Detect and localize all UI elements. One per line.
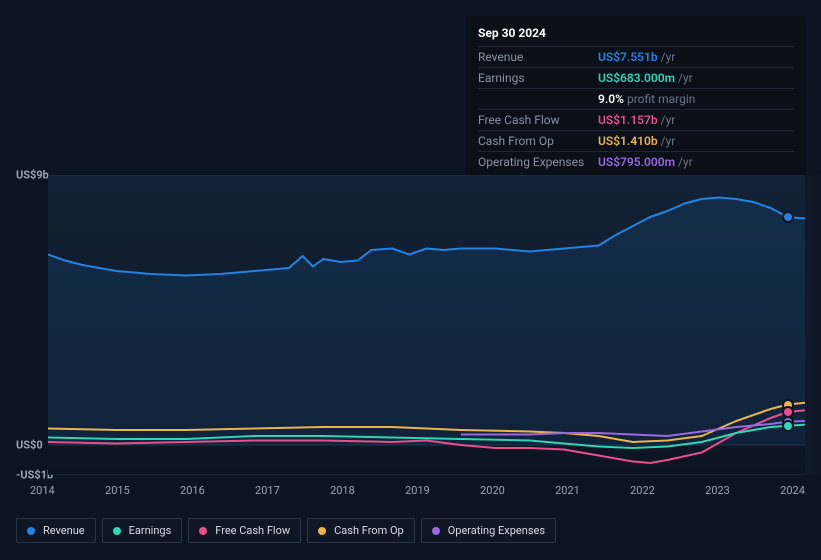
chart-tooltip: Sep 30 2024 RevenueUS$7.551b/yrEarningsU…: [466, 16, 806, 182]
tooltip-row-label: Cash From Op: [478, 133, 598, 149]
tooltip-row-suffix: /yr: [678, 71, 693, 85]
tooltip-row-label: Revenue: [478, 49, 598, 65]
legend-item-revenue[interactable]: Revenue: [16, 518, 96, 543]
tooltip-row: 9.0%profit margin: [478, 88, 794, 109]
tooltip-row-label: [478, 91, 598, 107]
marker-earnings: [782, 420, 794, 432]
x-tick-label: 2014: [30, 484, 55, 497]
tooltip-row-suffix: /yr: [661, 134, 676, 148]
x-axis: 2014 2015 2016 2017 2018 2019 2020 2021 2022 2023…: [30, 484, 805, 497]
x-tick-label: 2018: [330, 484, 355, 497]
legend-item-label: Free Cash Flow: [215, 524, 290, 537]
legend-item-op_expenses[interactable]: Operating Expenses: [421, 518, 556, 543]
x-tick-label: 2020: [480, 484, 505, 497]
tooltip-row-value: US$683.000m: [598, 71, 675, 85]
tooltip-row-value: US$7.551b: [598, 50, 658, 64]
x-tick-label: 2022: [630, 484, 655, 497]
x-tick-label: 2016: [180, 484, 205, 497]
tooltip-row: RevenueUS$7.551b/yr: [478, 46, 794, 67]
x-tick-label: 2019: [405, 484, 430, 497]
legend-item-label: Revenue: [43, 524, 85, 537]
legend-item-label: Cash From Op: [334, 524, 404, 537]
legend-dot-icon: [199, 527, 207, 535]
legend-item-cash_from_op[interactable]: Cash From Op: [307, 518, 415, 543]
marker-revenue: [782, 211, 794, 223]
tooltip-row-value: US$1.157b: [598, 113, 658, 127]
x-tick-label: 2015: [105, 484, 130, 497]
legend-dot-icon: [432, 527, 440, 535]
tooltip-row-suffix: /yr: [661, 113, 676, 127]
tooltip-row-value: US$1.410b: [598, 134, 658, 148]
tooltip-row-suffix: profit margin: [627, 92, 695, 106]
financials-chart-root: Sep 30 2024 RevenueUS$7.551b/yrEarningsU…: [0, 0, 821, 560]
legend-dot-icon: [318, 527, 326, 535]
legend-dot-icon: [113, 527, 121, 535]
tooltip-row: Operating ExpensesUS$795.000m/yr: [478, 151, 794, 172]
x-tick-label: 2021: [555, 484, 580, 497]
legend-item-free_cash_flow[interactable]: Free Cash Flow: [188, 518, 301, 543]
tooltip-row: Free Cash FlowUS$1.157b/yr: [478, 109, 794, 130]
tooltip-row-label: Earnings: [478, 70, 598, 86]
legend-item-earnings[interactable]: Earnings: [102, 518, 183, 543]
chart-legend: Revenue Earnings Free Cash Flow Cash From O…: [16, 518, 556, 543]
tooltip-row-label: Operating Expenses: [478, 154, 598, 170]
x-tick-label: 2023: [705, 484, 730, 497]
x-tick-label: 2024: [780, 484, 805, 497]
x-tick-label: 2017: [255, 484, 280, 497]
tooltip-row-value: US$795.000m: [598, 155, 675, 169]
tooltip-row-label: Free Cash Flow: [478, 112, 598, 128]
tooltip-row-value: 9.0%: [598, 92, 624, 106]
legend-dot-icon: [27, 527, 35, 535]
legend-item-label: Operating Expenses: [448, 524, 545, 537]
tooltip-date: Sep 30 2024: [478, 22, 794, 46]
line-chart[interactable]: [48, 175, 805, 475]
tooltip-row-suffix: /yr: [661, 50, 676, 64]
legend-item-label: Earnings: [129, 524, 172, 537]
tooltip-row: Cash From OpUS$1.410b/yr: [478, 130, 794, 151]
tooltip-row-suffix: /yr: [678, 155, 693, 169]
tooltip-row: EarningsUS$683.000m/yr: [478, 67, 794, 88]
y-tick-label: US$9b: [16, 169, 49, 182]
y-tick-label: US$0: [16, 439, 43, 452]
